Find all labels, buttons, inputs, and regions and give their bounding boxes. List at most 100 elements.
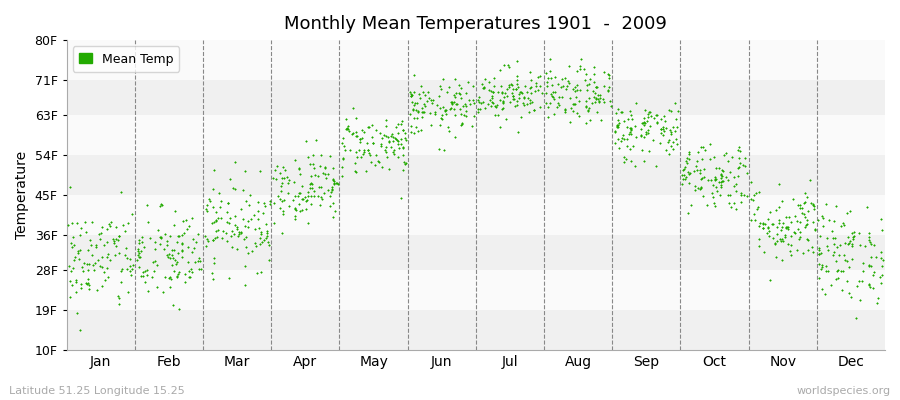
Point	[421, 89, 436, 96]
Point	[541, 103, 555, 110]
Point	[856, 268, 870, 275]
Point	[407, 114, 421, 121]
Point	[835, 287, 850, 294]
Point	[349, 115, 364, 122]
Point	[550, 104, 564, 110]
Point	[435, 116, 449, 123]
Point	[273, 196, 287, 202]
Point	[402, 89, 417, 96]
Point	[508, 103, 522, 110]
Point	[590, 84, 604, 90]
Point	[698, 166, 712, 172]
Point	[121, 219, 135, 226]
Point	[404, 123, 419, 129]
Point	[623, 146, 637, 152]
Point	[404, 93, 419, 100]
Point	[531, 74, 545, 80]
Point	[843, 208, 858, 214]
Point	[201, 238, 215, 244]
Point	[610, 116, 625, 123]
Point	[61, 222, 76, 228]
Point	[874, 280, 888, 286]
Point	[223, 214, 238, 221]
Point	[487, 82, 501, 89]
Point	[211, 227, 225, 233]
Point	[209, 218, 223, 224]
Point	[819, 263, 833, 270]
Point	[725, 154, 740, 161]
Point	[634, 120, 649, 126]
Point	[394, 141, 409, 148]
Point	[266, 220, 281, 226]
Point	[415, 113, 429, 120]
Point	[813, 232, 827, 239]
Point	[330, 181, 345, 187]
Point	[840, 209, 854, 216]
Point	[198, 232, 212, 239]
Point	[228, 213, 242, 219]
Point	[539, 83, 554, 89]
Point	[589, 99, 603, 105]
Point	[695, 156, 709, 162]
Point	[528, 88, 543, 94]
Point	[350, 132, 365, 139]
Point	[132, 250, 147, 256]
Point	[677, 166, 691, 172]
Point	[274, 183, 288, 189]
Point	[477, 85, 491, 92]
Point	[171, 250, 185, 257]
Point	[485, 89, 500, 96]
Point	[583, 75, 598, 82]
Point	[833, 223, 848, 229]
Point	[510, 81, 525, 87]
Point	[678, 176, 692, 182]
Point	[65, 220, 79, 226]
Point	[756, 220, 770, 227]
Point	[233, 229, 248, 236]
Point	[800, 194, 814, 200]
Point	[439, 106, 454, 113]
Point	[374, 135, 389, 141]
Point	[875, 272, 889, 278]
Point	[637, 119, 652, 126]
Point	[454, 120, 469, 127]
Point	[812, 251, 826, 258]
Point	[64, 268, 78, 274]
Point	[500, 93, 514, 99]
Point	[662, 127, 677, 134]
Point	[395, 118, 410, 124]
Point	[335, 164, 349, 170]
Point	[75, 264, 89, 270]
Point	[572, 63, 587, 70]
Point	[69, 277, 84, 283]
Point	[417, 101, 431, 108]
Point	[732, 164, 746, 170]
Point	[230, 246, 244, 252]
Point	[275, 208, 290, 214]
Point	[73, 247, 87, 253]
Point	[192, 266, 206, 273]
Point	[176, 218, 190, 224]
Point	[547, 111, 562, 117]
Point	[775, 224, 789, 230]
Point	[587, 79, 601, 86]
Point	[365, 139, 380, 146]
Point	[842, 290, 857, 296]
Point	[392, 121, 406, 127]
Point	[573, 87, 588, 93]
Point	[170, 239, 184, 245]
Point	[797, 211, 812, 218]
Point	[77, 260, 92, 266]
Point	[675, 180, 689, 187]
Text: Latitude 51.25 Longitude 15.25: Latitude 51.25 Longitude 15.25	[9, 386, 184, 396]
Point	[646, 115, 661, 121]
Point	[760, 230, 774, 236]
Point	[206, 204, 220, 210]
Point	[302, 160, 317, 167]
Point	[697, 174, 711, 180]
Point	[796, 250, 810, 256]
Point	[598, 83, 612, 90]
Point	[874, 249, 888, 256]
Point	[306, 193, 320, 199]
Point	[749, 190, 763, 196]
